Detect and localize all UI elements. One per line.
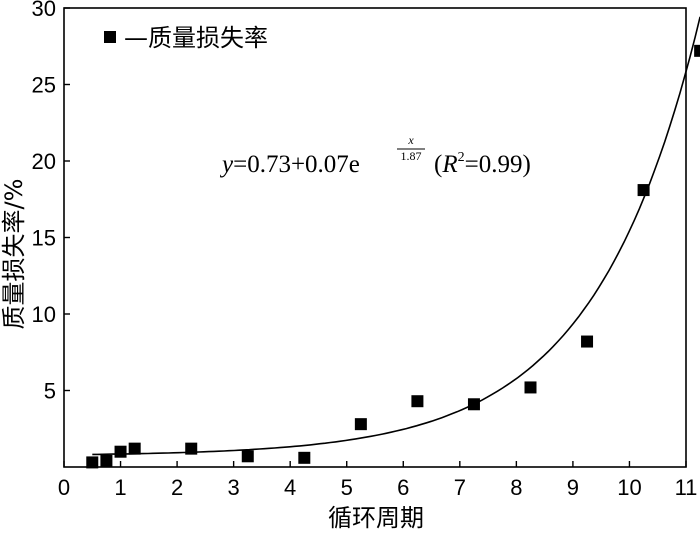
y-tick-label: 20	[32, 149, 56, 174]
data-point	[411, 395, 424, 408]
y-tick-label: 30	[32, 0, 56, 21]
x-axis-title: 循环周期	[328, 504, 424, 532]
data-point	[185, 442, 198, 455]
y-axis-title: 质量损失率/%	[0, 179, 28, 330]
fit-equation: y=0.73+0.07e	[219, 151, 360, 178]
eq-r2-label: R	[441, 151, 457, 178]
x-tick-label: 8	[510, 475, 522, 500]
x-tick-label: 10	[617, 475, 641, 500]
data-point	[694, 44, 700, 57]
eq-main: =0.73+0.07e	[233, 151, 360, 178]
legend-marker	[104, 31, 116, 43]
data-point	[524, 381, 537, 394]
eq-y: y	[219, 151, 234, 178]
x-tick-label: 6	[397, 475, 409, 500]
y-tick-label: 5	[44, 379, 56, 404]
eq-r2-sup: 2	[458, 150, 465, 165]
data-point	[354, 418, 367, 431]
x-tick-label: 3	[228, 475, 240, 500]
legend: —质量损失率	[104, 24, 268, 52]
eq-exp-denominator: 1.87	[401, 149, 422, 163]
fit-curve	[92, 16, 700, 456]
data-point	[114, 445, 127, 458]
x-tick-label: 2	[171, 475, 183, 500]
x-tick-label: 9	[567, 475, 579, 500]
x-tick-label: 5	[341, 475, 353, 500]
data-points	[86, 44, 700, 469]
y-tick-label: 15	[32, 226, 56, 251]
y-tick-label: 10	[32, 302, 56, 327]
x-tick-label: 7	[454, 475, 466, 500]
data-point	[128, 442, 141, 455]
legend-label: —质量损失率	[124, 24, 268, 52]
x-tick-label: 4	[284, 475, 296, 500]
x-tick-label: 1	[114, 475, 126, 500]
data-point	[467, 398, 480, 411]
data-point	[100, 454, 113, 467]
y-tick-label: 25	[32, 73, 56, 98]
eq-r2: (R2=0.99)	[434, 150, 531, 178]
x-tick-label: 0	[58, 475, 70, 500]
data-point	[298, 451, 311, 464]
plot-frame	[63, 7, 687, 468]
x-axis-ticks: 0 1 2 3 4 5 6 7 8 9 10 11	[58, 461, 698, 500]
y-axis-ticks: 5 10 15 20 25 30	[32, 0, 70, 404]
data-point	[86, 456, 99, 469]
data-point	[581, 335, 594, 348]
eq-r2-value: =0.99)	[465, 151, 531, 178]
eq-r2-open: (	[434, 151, 442, 178]
eq-exp-numerator: x	[407, 133, 414, 147]
x-tick-label: 11	[675, 475, 698, 500]
data-point	[637, 184, 650, 197]
data-point	[241, 450, 254, 463]
